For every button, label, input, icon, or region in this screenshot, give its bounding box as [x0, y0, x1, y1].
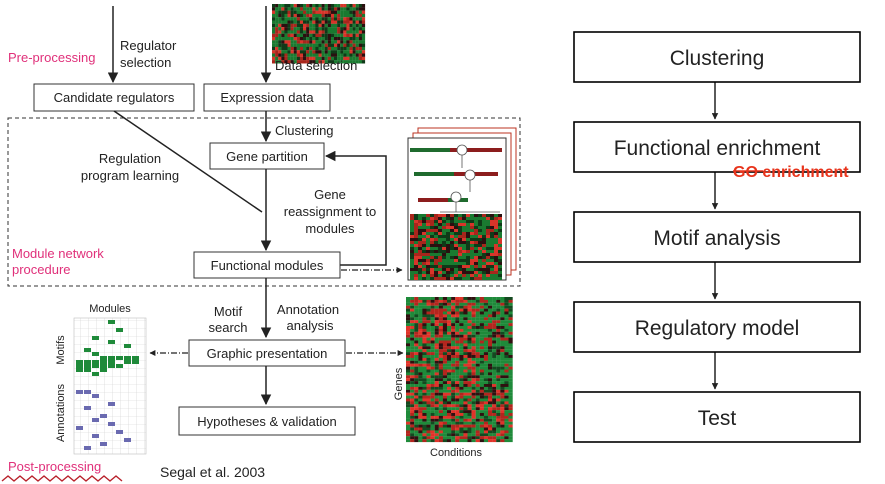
citation-text: Segal et al. 2003	[160, 464, 265, 480]
step-regulatory-box	[573, 301, 861, 353]
hypotheses-validation-label: Hypotheses & validation	[197, 414, 336, 429]
matrix-modules-label: Modules	[89, 303, 131, 315]
expression-data-label: Expression data	[220, 90, 314, 105]
matrix-annotations-label: Annotations	[55, 383, 67, 442]
go-enrichment-note: GO enrichment	[733, 164, 849, 181]
module-network-label-line1: Module network	[12, 246, 104, 261]
module-network-dashed-region	[7, 117, 521, 287]
module-network-label-line2: procedure	[12, 262, 71, 277]
regulator-selection-line1: Regulator	[120, 38, 177, 53]
graphic-presentation-box	[188, 339, 346, 367]
step-motif-box	[573, 211, 861, 263]
regulation-program-line2: program learning	[81, 168, 179, 183]
graphic-presentation-label: Graphic presentation	[207, 346, 328, 361]
step-motif-label: Motif analysis	[653, 227, 780, 250]
right-pipeline: Clustering Functional enrichment GO enri…	[573, 31, 861, 443]
step-test-box	[573, 391, 861, 443]
matrix-motifs-label: Motifs	[55, 335, 67, 365]
module-tree-stack	[407, 127, 517, 281]
motif-search-line2: search	[208, 320, 247, 335]
clustering-label: Clustering	[275, 123, 334, 138]
label-postprocessing: Post-processing	[8, 459, 101, 474]
annotation-analysis-line1: Annotation	[277, 302, 339, 317]
step-clustering-box	[573, 31, 861, 83]
step-enrichment-label: Functional enrichment	[614, 137, 821, 160]
functional-modules-label: Functional modules	[211, 258, 324, 273]
regulation-program-line1: Regulation	[99, 151, 161, 166]
red-zigzag-underline	[1, 475, 123, 482]
candidate-regulators-label: Candidate regulators	[54, 90, 175, 105]
label-preprocessing: Pre-processing	[8, 50, 95, 65]
gene-reassignment-line2: reassignment to	[284, 204, 377, 219]
step-regulatory-label: Regulatory model	[635, 317, 800, 340]
modules-annotation-matrix: Modules Motifs Annotations	[55, 303, 147, 455]
expression-data-box	[203, 83, 331, 112]
gene-partition-label: Gene partition	[226, 149, 308, 164]
gene-reassignment-line3: modules	[305, 221, 355, 236]
left-flow-figure: Pre-processing Regulator selection Data …	[1, 4, 521, 482]
heatmap-genes-label: Genes	[393, 367, 405, 400]
gene-reassignment-line1: Gene	[314, 187, 346, 202]
functional-modules-box	[193, 251, 341, 279]
step-enrichment-box	[573, 121, 861, 173]
top-expression-heatmap	[272, 4, 366, 64]
gene-partition-box	[209, 142, 325, 170]
gene-reassignment-loop	[324, 150, 387, 266]
heatmap-conditions-label: Conditions	[430, 447, 482, 459]
annotation-analysis-line2: analysis	[287, 318, 334, 333]
data-selection-label: Data selection	[275, 58, 357, 73]
motif-search-line1: Motif	[214, 304, 243, 319]
genes-conditions-heatmap: Genes Conditions	[393, 297, 513, 459]
hypotheses-validation-box	[178, 406, 356, 436]
regulation-program-line	[113, 110, 263, 213]
step-clustering-label: Clustering	[670, 47, 765, 70]
regulator-selection-line2: selection	[120, 55, 171, 70]
step-test-label: Test	[698, 407, 737, 430]
